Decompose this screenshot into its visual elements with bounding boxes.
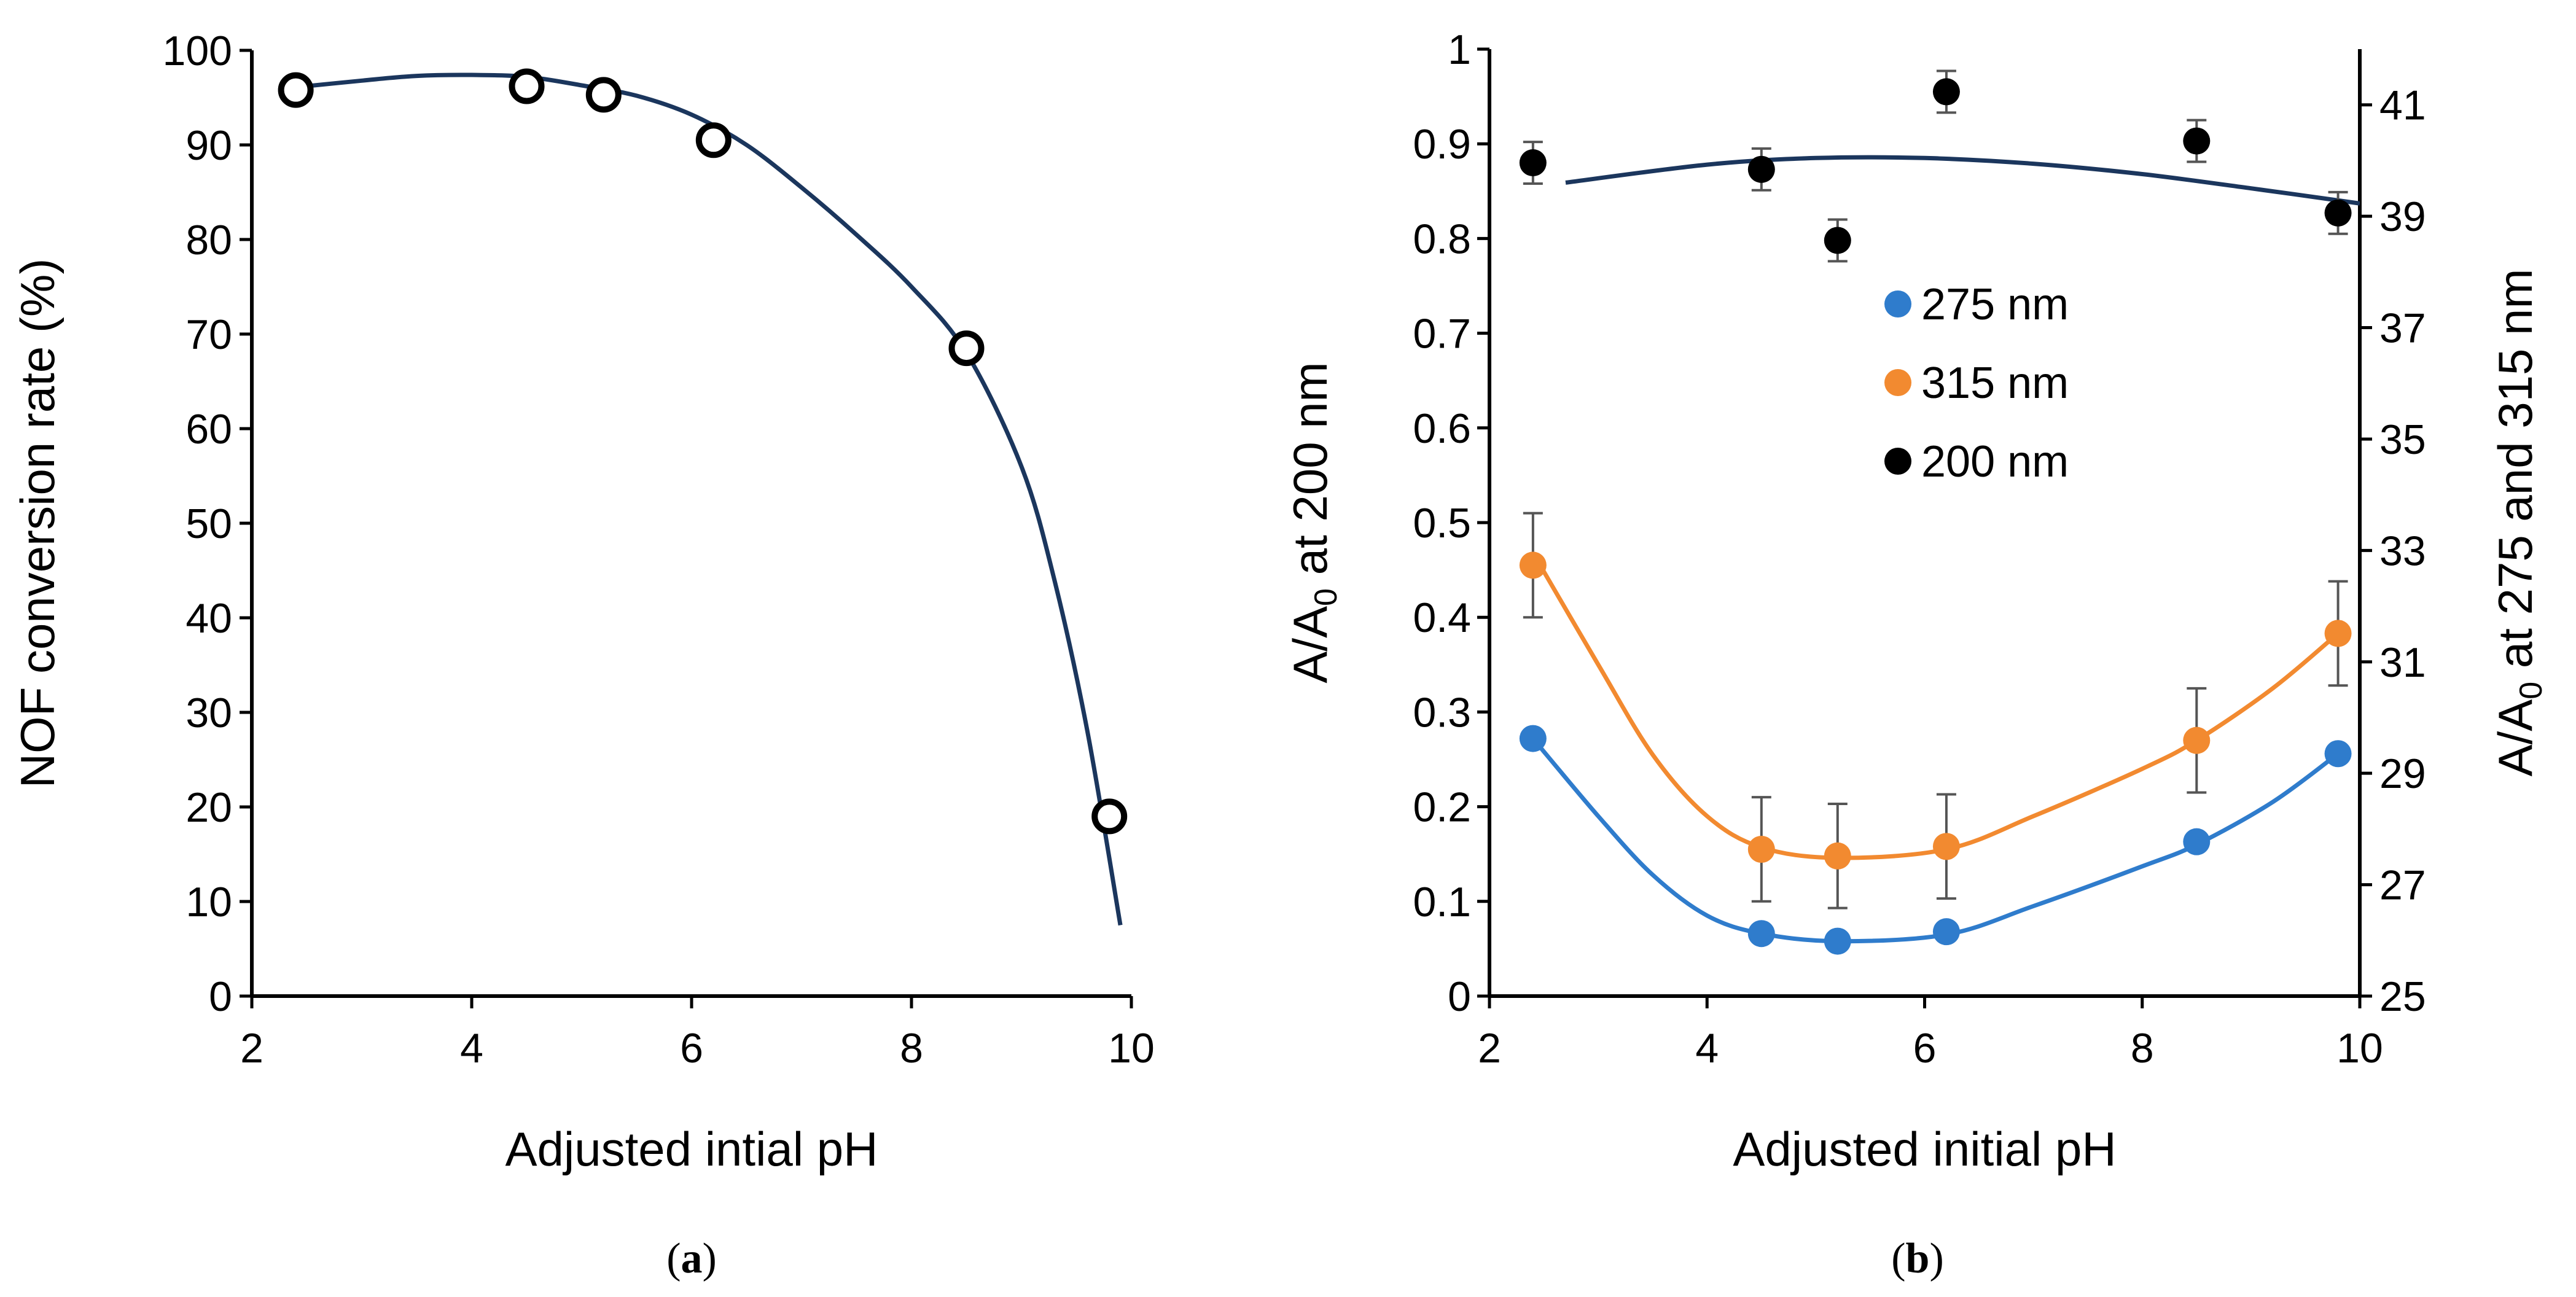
series-200-point xyxy=(2183,127,2211,155)
series-275-point xyxy=(2324,740,2352,768)
x-axis-title: Adjusted initial pH xyxy=(1733,1122,2116,1176)
y-tick-label: 90 xyxy=(185,122,232,169)
caption-b: (b) xyxy=(1891,1235,1944,1282)
legend-marker-series-315 xyxy=(1884,369,1911,396)
legend-marker-series-275 xyxy=(1884,290,1911,317)
right-y-axis-title: A/A0 at 275 and 315 nm xyxy=(2488,269,2549,777)
right-y-tick-label: 39 xyxy=(2379,193,2426,240)
y-tick-label: 20 xyxy=(185,784,232,831)
y-tick-label: 70 xyxy=(185,311,232,358)
series-200-point xyxy=(1519,149,1547,177)
series-275-point xyxy=(2183,828,2211,855)
left-y-tick-label: 0 xyxy=(1448,973,1471,1020)
series-315-point xyxy=(1824,842,1851,870)
x-tick-label: 2 xyxy=(240,1025,263,1072)
data-point xyxy=(695,122,732,158)
left-y-tick-label: 0.9 xyxy=(1413,121,1471,168)
data-point xyxy=(509,68,545,104)
x-tick-label: 10 xyxy=(1108,1025,1155,1072)
series-200-point xyxy=(1747,155,1775,183)
data-point xyxy=(1091,798,1128,835)
left-y-axis-title: A/A0 at 200 nm xyxy=(1283,362,1344,683)
series-315-point xyxy=(1747,835,1775,863)
series-275-point xyxy=(1824,927,1851,955)
series-200-point xyxy=(2324,199,2352,227)
legend-label-series-275: 275 nm xyxy=(1921,280,2069,329)
caption-a: (a) xyxy=(666,1235,717,1282)
x-tick-label: 4 xyxy=(1695,1025,1719,1072)
right-y-tick-label: 25 xyxy=(2379,973,2426,1020)
right-y-tick-label: 37 xyxy=(2379,305,2426,352)
right-y-tick-label: 33 xyxy=(2379,528,2426,574)
series-200-fit-curve xyxy=(1565,155,2360,206)
y-tick-label: 10 xyxy=(185,879,232,925)
left-y-tick-label: 0.6 xyxy=(1413,405,1471,452)
series-315-point xyxy=(1932,833,1960,860)
x-axis-title: Adjusted intial pH xyxy=(505,1122,878,1176)
right-y-tick-label: 41 xyxy=(2379,82,2426,129)
y-tick-label: 0 xyxy=(209,973,232,1020)
right-y-tick-label: 29 xyxy=(2379,750,2426,797)
x-tick-label: 2 xyxy=(1478,1025,1501,1072)
legend-label-series-200: 200 nm xyxy=(1921,437,2069,486)
series-315-point xyxy=(1519,551,1547,579)
series-315-point xyxy=(2183,726,2211,754)
y-tick-label: 40 xyxy=(185,595,232,642)
series-315-fit-curve xyxy=(1531,551,2340,860)
y-tick-label: 50 xyxy=(185,500,232,547)
panel-b: 0 0.1 0.2 0.3 0.4 0.5 0.6 0.7 0.8 0.9 1 25 27 29 31 33 3… xyxy=(1283,26,2549,1282)
y-axis-title: NOF conversion rate (%) xyxy=(10,259,64,789)
x-tick-label: 10 xyxy=(2336,1025,2383,1072)
panel-a: 0 10 20 30 40 50 60 70 80 90 100 2 4 6 8 10 Adjusted int… xyxy=(10,28,1155,1282)
series-275-point xyxy=(1519,725,1547,752)
left-y-tick-label: 0.7 xyxy=(1413,311,1471,357)
left-y-tick-label: 1 xyxy=(1448,26,1471,73)
series-200-point xyxy=(1932,78,1960,106)
series-315-point xyxy=(2324,620,2352,647)
left-y-tick-label: 0.5 xyxy=(1413,500,1471,547)
x-tick-label: 8 xyxy=(2131,1025,2154,1072)
series-275-point xyxy=(1932,918,1960,946)
fit-curve xyxy=(295,72,1123,926)
series-200-point xyxy=(1824,227,1851,254)
data-point xyxy=(948,330,985,367)
data-point xyxy=(585,77,622,113)
y-tick-label: 60 xyxy=(185,406,232,453)
right-y-tick-label: 27 xyxy=(2379,862,2426,909)
left-y-tick-label: 0.1 xyxy=(1413,879,1471,925)
legend-label-series-315: 315 nm xyxy=(1921,359,2069,408)
x-tick-label: 6 xyxy=(680,1025,703,1072)
y-tick-label: 100 xyxy=(163,28,232,74)
left-y-tick-label: 0.2 xyxy=(1413,784,1471,831)
left-y-tick-label: 0.8 xyxy=(1413,216,1471,262)
x-tick-label: 6 xyxy=(1913,1025,1937,1072)
left-y-tick-label: 0.3 xyxy=(1413,689,1471,736)
series-275-point xyxy=(1747,920,1775,948)
right-y-tick-label: 35 xyxy=(2379,416,2426,463)
left-y-tick-label: 0.4 xyxy=(1413,594,1471,641)
data-point xyxy=(278,72,314,108)
y-tick-label: 30 xyxy=(185,690,232,736)
x-tick-label: 4 xyxy=(460,1025,483,1072)
right-y-tick-label: 31 xyxy=(2379,639,2426,686)
x-tick-label: 8 xyxy=(900,1025,923,1072)
legend-marker-series-200 xyxy=(1884,448,1911,475)
y-tick-label: 80 xyxy=(185,217,232,263)
